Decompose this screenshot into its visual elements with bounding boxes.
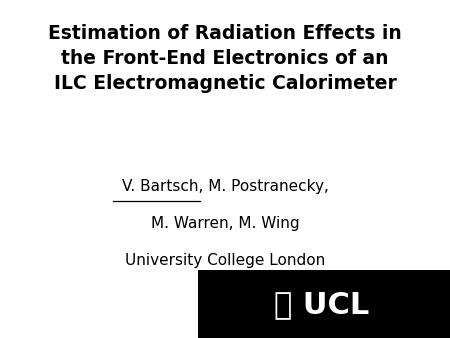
Text: Estimation of Radiation Effects in
the Front-End Electronics of an
ILC Electroma: Estimation of Radiation Effects in the F…	[48, 24, 402, 93]
Text: M. Warren, M. Wing: M. Warren, M. Wing	[151, 216, 299, 231]
Text: University College London: University College London	[125, 254, 325, 268]
Bar	[198, 270, 450, 338]
Text: V. Bartsch, M. Postranecky,: V. Bartsch, M. Postranecky,	[122, 179, 328, 194]
Text: ⛪ UCL: ⛪ UCL	[274, 290, 369, 319]
